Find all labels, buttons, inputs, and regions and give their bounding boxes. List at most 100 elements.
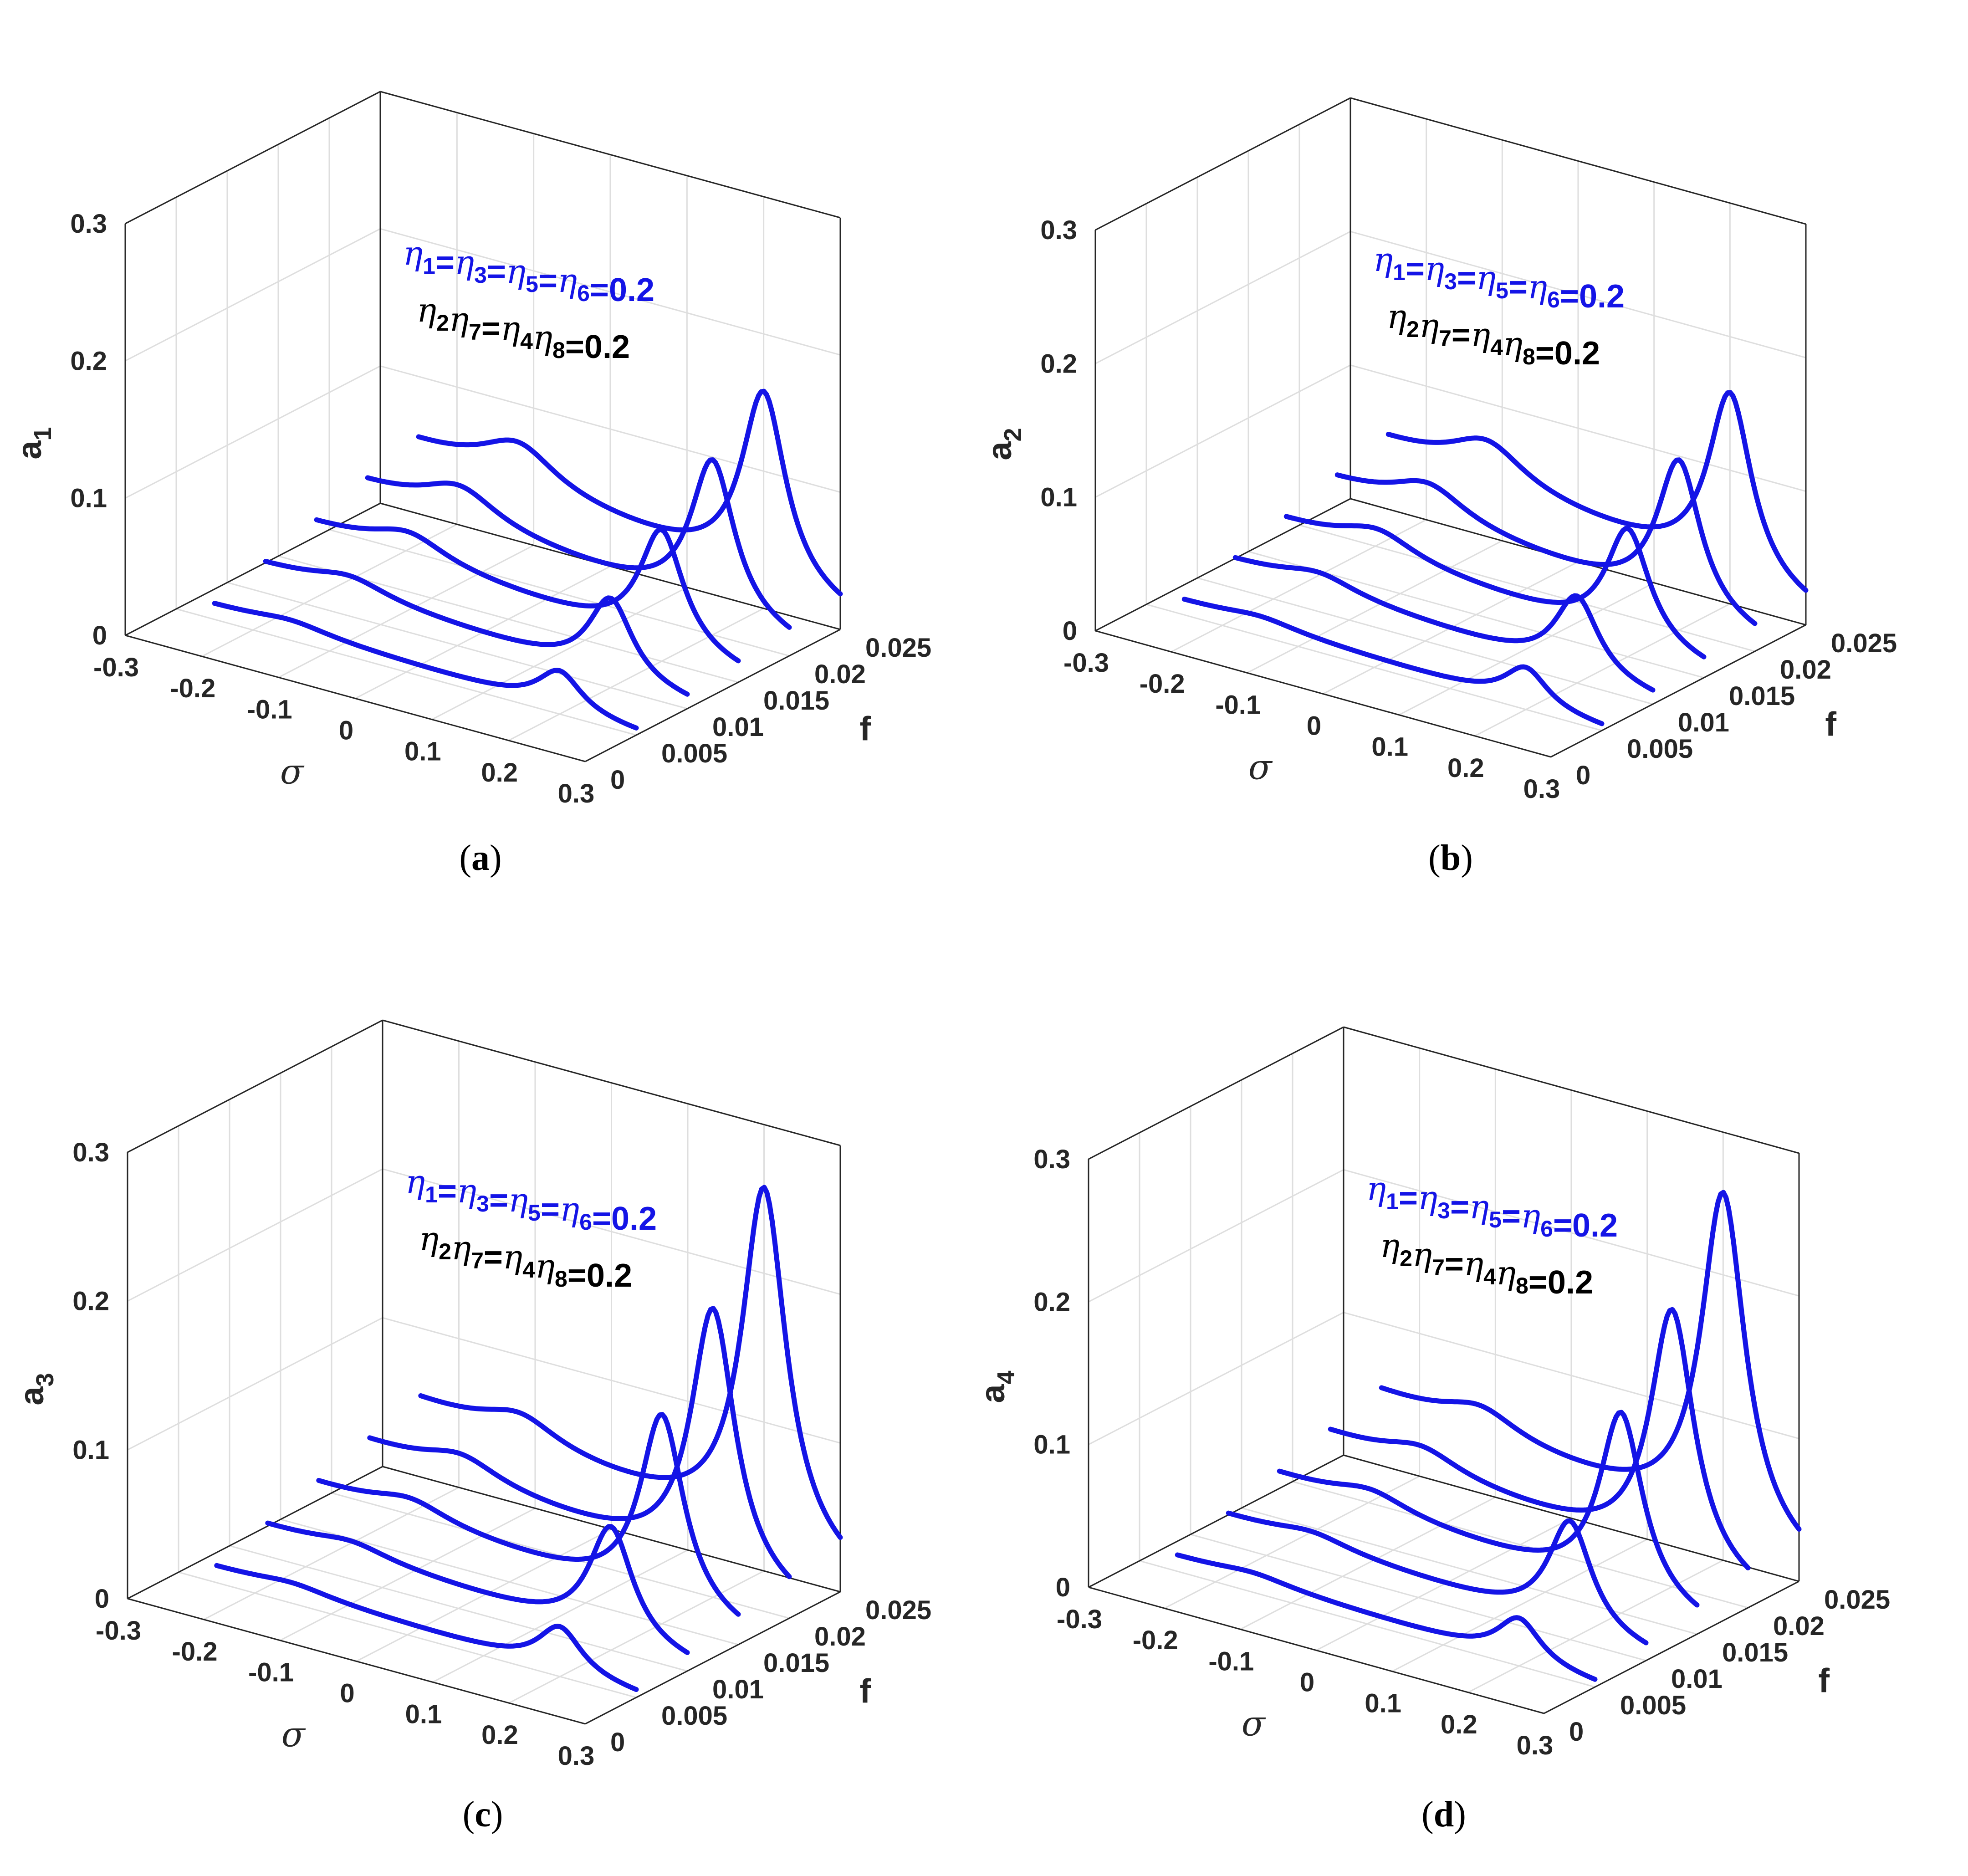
f-tick-label: 0.025	[1824, 1585, 1890, 1615]
grid-line	[227, 582, 688, 710]
axis-line	[585, 629, 841, 762]
grid-line	[125, 365, 381, 499]
f-tick-label: 0.02	[1773, 1611, 1825, 1641]
sigma-tick-label: -0.2	[1133, 1626, 1178, 1655]
series-line	[1232, 555, 1656, 693]
axis-line	[1544, 1580, 1799, 1714]
a-tick-label: 0.1	[70, 484, 107, 513]
series-line	[365, 457, 792, 630]
f-axis-label: f	[859, 710, 871, 747]
f-axis-label: f	[1825, 705, 1836, 743]
axis-labels: σ f a3	[13, 1373, 871, 1754]
axis-line	[1095, 630, 1551, 758]
grid-line	[380, 365, 841, 493]
axis-line	[1095, 498, 1351, 632]
grid-line	[431, 587, 688, 720]
tick-labels: -0.3-0.2-0.100.10.20.3 00.0050.010.0150.0…	[1040, 215, 1897, 804]
series-curves	[212, 388, 843, 731]
axes-box	[124, 91, 841, 762]
series-line	[418, 1185, 843, 1540]
grid-line	[1088, 1169, 1344, 1303]
grid-line	[176, 608, 637, 736]
f-tick-label: 0.015	[1729, 681, 1795, 711]
axes-box	[127, 1019, 841, 1725]
legend-line-eta-odd: η1=η3=η5=η6=0.2	[1373, 240, 1625, 315]
series-line	[214, 1563, 639, 1692]
grid-line	[1190, 1534, 1646, 1661]
f-tick-label: 0.005	[661, 1701, 727, 1731]
a-tick-label: 0.3	[1040, 215, 1077, 245]
grid-line	[127, 1168, 383, 1302]
grid-line	[380, 228, 841, 356]
grid-line	[356, 1528, 612, 1662]
series-line	[1175, 1552, 1598, 1682]
grid-line	[329, 529, 790, 657]
legend-line-eta-odd: η1=η3=η5=η6=0.2	[1366, 1170, 1618, 1244]
series-line	[1283, 514, 1707, 659]
sigma-tick-label: 0.1	[1371, 732, 1408, 762]
grid-line	[1171, 519, 1427, 653]
series-line	[1181, 597, 1605, 726]
a-tick-label: 0.3	[1033, 1145, 1070, 1174]
series-curves	[214, 1185, 843, 1692]
grid-line	[1299, 524, 1755, 652]
series-line	[1334, 457, 1758, 626]
f-tick-label: 0.02	[1780, 655, 1831, 685]
legend-line-eta-products: η2η7=η4η8=0.2	[1387, 297, 1600, 372]
panel-a: -0.3-0.2-0.100.10.20.3 00.0050.010.0150.0…	[10, 91, 931, 878]
grid-line	[1292, 1481, 1748, 1609]
grid-line	[1247, 540, 1503, 674]
series-line	[265, 1520, 690, 1655]
f-tick-label: 0.025	[865, 1595, 931, 1625]
grid-line	[125, 228, 381, 362]
a-tick-label: 0.1	[72, 1435, 109, 1465]
f-tick-label: 0.015	[1722, 1638, 1788, 1667]
grid-line	[178, 1571, 637, 1698]
sigma-tick-label: -0.2	[172, 1637, 218, 1666]
grid-line	[280, 1518, 739, 1646]
series-curves	[1175, 1190, 1802, 1682]
f-tick-label: 0.01	[1671, 1664, 1723, 1694]
f-axis-label: f	[1818, 1661, 1830, 1699]
a-tick-label: 0	[92, 621, 107, 650]
legend-line-eta-odd: η1=η3=η5=η6=0.2	[403, 234, 654, 308]
sigma-tick-label: 0	[340, 1679, 354, 1708]
a-tick-label: 0.3	[70, 209, 107, 239]
axis-line	[1088, 1454, 1344, 1588]
sigma-tick-label: -0.3	[96, 1616, 141, 1646]
grid-line	[203, 1487, 460, 1620]
sigma-axis-label: σ	[1248, 746, 1273, 787]
panel-caption: (c)	[463, 1794, 503, 1835]
f-tick-label: 0.01	[712, 1675, 764, 1704]
grid-line	[1240, 1497, 1496, 1630]
a-tick-label: 0	[1056, 1573, 1070, 1602]
sigma-tick-label: -0.1	[248, 1658, 294, 1687]
panel-caption: (b)	[1428, 838, 1473, 878]
series-line	[1328, 1307, 1751, 1570]
a-tick-label: 0.2	[1040, 349, 1077, 378]
grid-line	[1343, 1169, 1799, 1297]
axis-line	[380, 91, 841, 219]
f-tick-label: 0.01	[1678, 708, 1729, 737]
series-line	[1226, 1510, 1649, 1646]
sigma-tick-label: 0	[1300, 1668, 1314, 1697]
series-line	[1379, 1190, 1802, 1532]
a-tick-label: 0.1	[1033, 1430, 1070, 1460]
sigma-tick-label: 0.3	[558, 1741, 595, 1771]
sigma-tick-label: -0.1	[247, 695, 292, 724]
grid-line	[1398, 582, 1655, 716]
legend-line-eta-products: η2η7=η4η8=0.2	[1380, 1227, 1593, 1301]
a-axis-label: a4	[974, 1370, 1020, 1403]
axis-line	[1088, 1586, 1544, 1714]
grid-line	[1241, 1507, 1697, 1635]
tick-labels: -0.3-0.2-0.100.10.20.3 00.0050.010.0150.0…	[1033, 1145, 1890, 1760]
grid-line	[382, 1168, 841, 1295]
sigma-tick-label: -0.2	[170, 674, 215, 703]
grid-line	[1474, 603, 1731, 737]
axis-labels: σ f a1	[10, 427, 871, 792]
series-line	[263, 559, 690, 697]
sigma-axis-label: σ	[1242, 1703, 1266, 1743]
f-tick-label: 0.005	[1620, 1691, 1686, 1720]
